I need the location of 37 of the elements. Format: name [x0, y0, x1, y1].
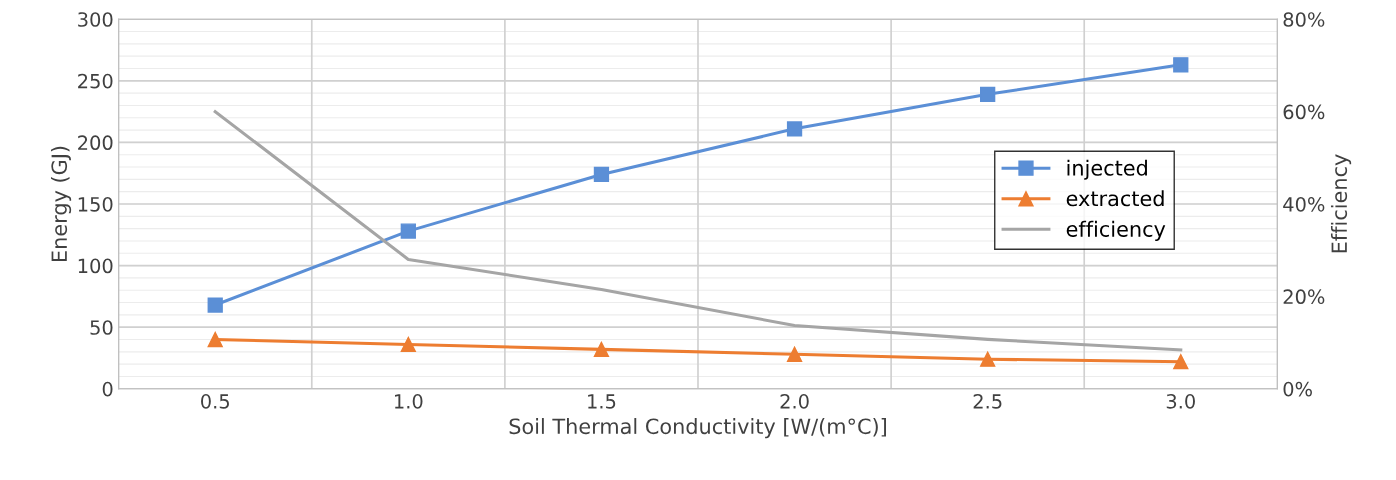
x-tick-label: 1.0	[395, 394, 423, 409]
legend-label: efficiency	[1066, 220, 1166, 241]
point	[400, 336, 416, 353]
x-tick-label: 2.5	[973, 394, 1002, 409]
y-tick-label: 0	[102, 381, 113, 397]
point	[400, 223, 416, 239]
point	[1173, 354, 1189, 370]
legend-label: injected	[1067, 159, 1147, 180]
y-tick-label: 150	[78, 196, 113, 212]
point	[786, 346, 803, 362]
y-tick-label: 50	[90, 320, 113, 335]
x-tick-label: 0.5	[201, 394, 229, 409]
x-tick-label: 2.0	[780, 394, 809, 409]
y-axis-title: Energy (GJ)	[50, 146, 72, 262]
y2-tick-label: 0%	[1283, 381, 1312, 397]
y-tick-label: 300	[78, 12, 113, 27]
point	[207, 297, 223, 313]
x-tick-label: 3.0	[1166, 394, 1195, 409]
y-tick-label: 250	[78, 73, 113, 89]
y2-tick-label: 60%	[1283, 104, 1325, 120]
y-tick-label: 100	[78, 258, 113, 274]
point	[1173, 57, 1189, 73]
legend-label: extracted	[1066, 190, 1164, 207]
y-tick-label: 200	[78, 135, 113, 151]
y2-tick-label: 40%	[1283, 196, 1325, 212]
x-axis-title: Soil Thermal Conductivity [W/(m°C)]	[509, 418, 886, 439]
point	[593, 341, 610, 358]
y2-tick-label: 20%	[1283, 289, 1325, 305]
point	[593, 166, 610, 183]
y2-axis-title: Efficiency	[1330, 154, 1352, 253]
x-tick-label: 1.5	[588, 394, 616, 409]
point	[207, 331, 223, 348]
point	[980, 86, 996, 102]
line-series	[213, 110, 1183, 352]
point	[786, 121, 803, 137]
point	[980, 351, 996, 367]
y2-tick-label: 80%	[1283, 12, 1325, 27]
